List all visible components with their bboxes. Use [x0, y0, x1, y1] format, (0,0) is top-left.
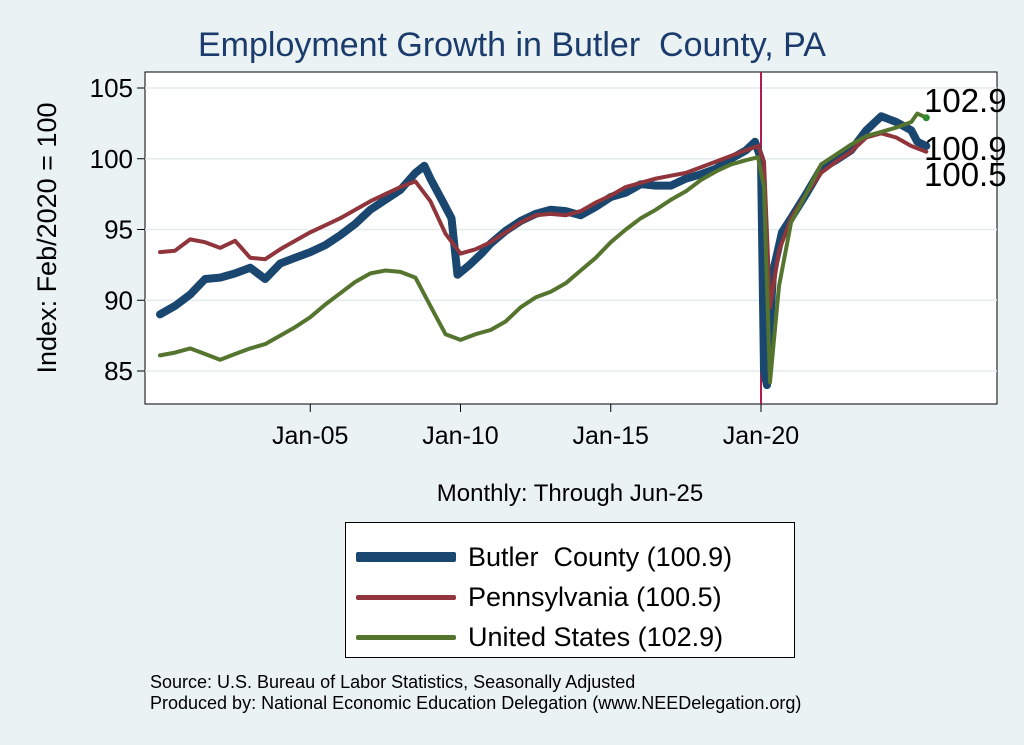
legend-label-united-states: United States (102.9): [468, 621, 724, 652]
legend-swatch-pennsylvania: [356, 594, 456, 600]
us-end-marker: [922, 114, 930, 122]
chart-plot: 85 90 95 100 105 Jan-05 Jan-10 Jan-15 Jan-20 Ind…: [32, 71, 1007, 450]
y-axis-label: Index: Feb/2020 = 100: [32, 103, 62, 374]
axis-ticks: 85 90 95 100 105 Jan-05 Jan-10 Jan-15 Jan-20: [90, 73, 800, 450]
produced-by-line: Produced by: National Economic Education…: [150, 693, 802, 713]
x-tick-label: Jan-05: [272, 422, 348, 450]
y-tick-label: 105: [90, 73, 133, 103]
legend-swatch-butler: [356, 552, 456, 562]
chart-title: Employment Growth in Butler County, PA: [198, 26, 826, 64]
y-tick-label: 95: [104, 215, 133, 245]
series-lines: [156, 111, 931, 390]
x-tick-label: Jan-15: [573, 422, 649, 450]
y-tick-label: 90: [104, 285, 133, 315]
end-label: 100.9: [924, 130, 1007, 167]
legend-item-pennsylvania: Pennsylvania (100.5): [356, 579, 722, 615]
legend-label-butler: Butler County (100.9): [468, 541, 733, 572]
end-label: 100.5: [924, 156, 1007, 193]
x-axis-label: Monthly: Through Jun-25: [436, 480, 704, 507]
legend-swatch-united-states: [356, 634, 456, 640]
source-line: Source: U.S. Bureau of Labor Statistics,…: [150, 672, 636, 692]
legend-label-pennsylvania: Pennsylvania (100.5): [468, 581, 722, 612]
series-line-united-states: [158, 111, 929, 385]
legend-item-united-states: United States (102.9): [356, 619, 723, 655]
legend: Butler County (100.9) Pennsylvania (100.…: [345, 522, 795, 658]
source-note: Source: U.S. Bureau of Labor Statistics,…: [150, 672, 801, 714]
legend-item-butler: Butler County (100.9): [356, 539, 732, 575]
y-tick-label: 100: [90, 144, 133, 174]
x-tick-label: Jan-10: [422, 422, 498, 450]
grid-lines: [145, 87, 997, 372]
plot-area: [144, 71, 998, 405]
x-tick-label: Jan-20: [723, 422, 799, 450]
y-tick-label: 85: [104, 356, 133, 386]
end-label: 102.9: [924, 82, 1007, 119]
